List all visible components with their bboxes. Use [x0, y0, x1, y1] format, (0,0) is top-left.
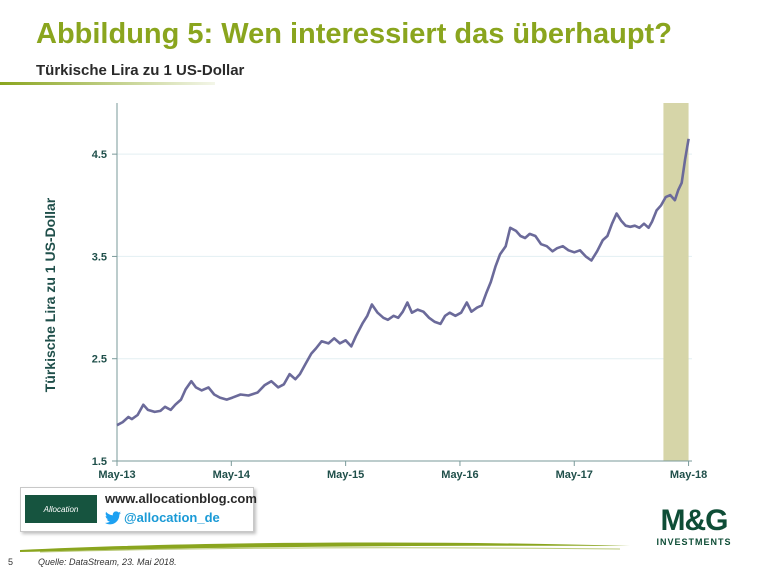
x-tick-label: May-18 — [670, 469, 707, 481]
blog-badge[interactable]: Allocation www.allocationblog.com @alloc… — [20, 487, 257, 532]
mg-brand-sub: INVESTMENTS — [656, 537, 732, 547]
y-tick-label: 3.5 — [92, 251, 107, 263]
footer-swoosh — [20, 542, 630, 553]
page-number: 5 — [8, 557, 14, 567]
y-tick-label: 2.5 — [92, 354, 107, 366]
x-tick-label: May-16 — [441, 469, 478, 481]
x-tick-label: May-13 — [98, 469, 135, 481]
y-tick-label: 4.5 — [92, 149, 107, 161]
twitter-link[interactable]: @allocation_de — [105, 510, 220, 525]
title-underline — [0, 82, 215, 85]
grid-lines — [117, 153, 692, 360]
y-axis-label: Türkische Lira zu 1 US-Dollar — [42, 197, 58, 392]
x-tick-label: May-15 — [327, 469, 364, 481]
source-note: Quelle: DataStream, 23. Mai 2018. — [38, 557, 177, 567]
series-line-try-usd — [116, 138, 690, 427]
x-tick-labels: May-13 May-14 May-15 May-16 May-17 May-18 — [98, 461, 707, 481]
x-tick-label: May-14 — [213, 469, 251, 481]
mg-brand: M&G — [660, 504, 729, 537]
allocation-logo: Allocation — [25, 495, 97, 523]
blog-url[interactable]: www.allocationblog.com — [105, 491, 257, 506]
mg-investments-logo: M&G INVESTMENTS — [642, 505, 746, 559]
twitter-icon — [105, 510, 121, 524]
axes — [116, 103, 692, 462]
y-tick-label: 1.5 — [92, 456, 107, 468]
x-tick-label: May-17 — [556, 469, 593, 481]
twitter-handle: @allocation_de — [124, 510, 220, 525]
page-subtitle: Türkische Lira zu 1 US-Dollar — [36, 62, 245, 79]
page-title: Abbildung 5: Wen interessiert das überha… — [36, 18, 672, 50]
y-tick-labels: 1.5 2.5 3.5 4.5 — [92, 149, 117, 468]
